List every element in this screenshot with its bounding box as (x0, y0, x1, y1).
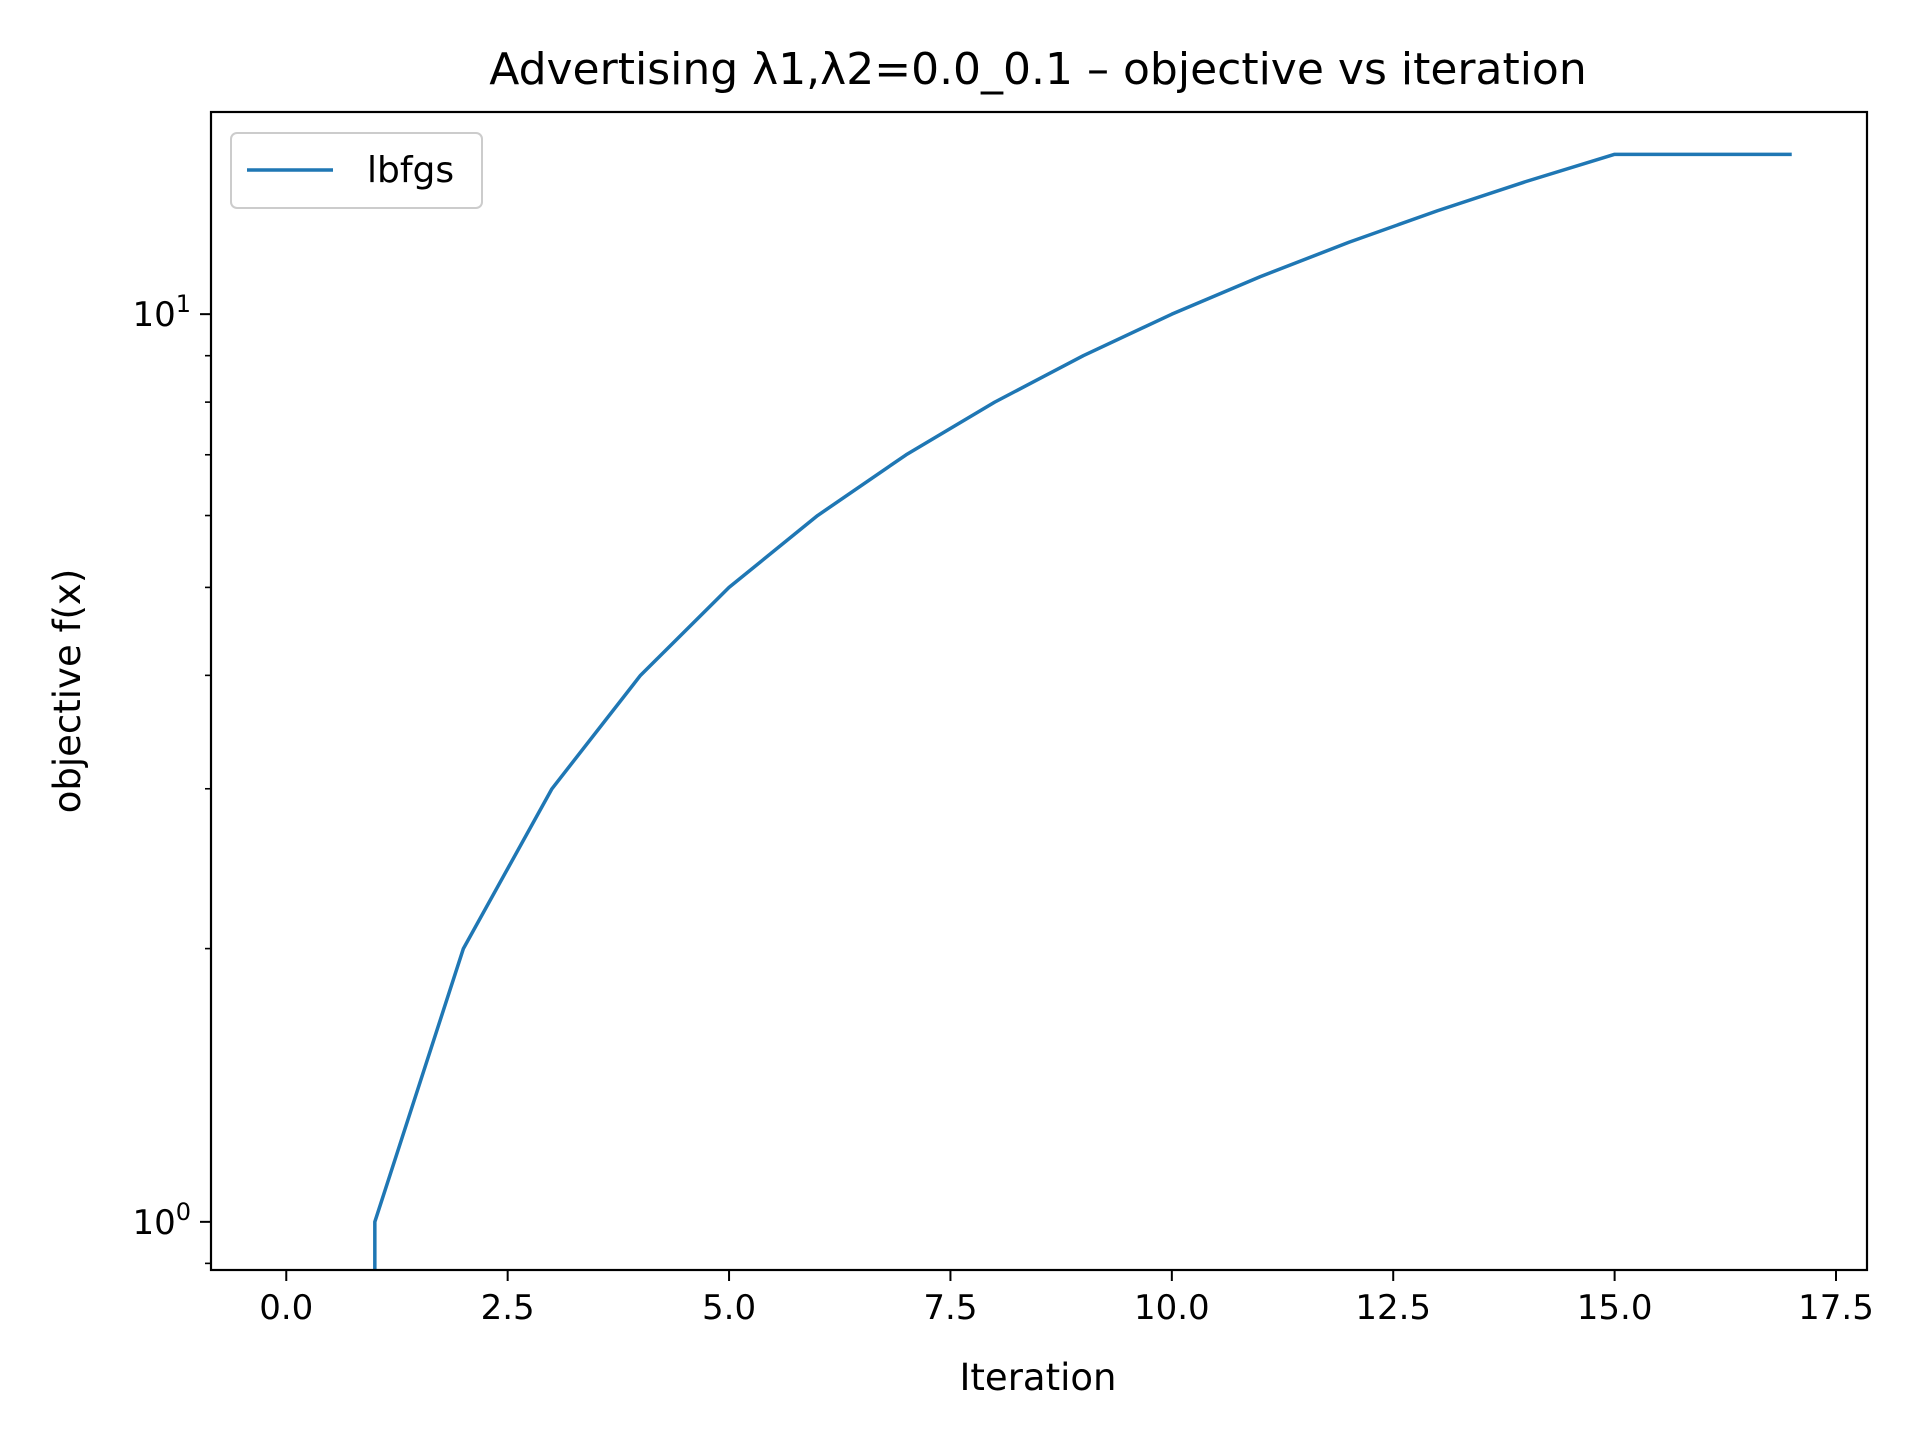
axes-frame (209, 110, 1869, 1272)
y-tick-label: 100 (132, 1198, 191, 1243)
plot-area (373, 152, 1792, 1270)
x-tick-label: 12.5 (1355, 1288, 1431, 1328)
legend: lbfgs (230, 132, 483, 209)
x-tick-label: 17.5 (1798, 1288, 1874, 1328)
x-tick-label: 2.5 (481, 1288, 535, 1328)
x-tick-label: 10.0 (1134, 1288, 1210, 1328)
chart-title: Advertising λ1,λ2=0.0_0.1 – objective vs… (489, 44, 1586, 95)
y-axis: 100 101 (132, 290, 211, 1265)
y-tick-label: 101 (132, 290, 191, 335)
x-tick-label: 15.0 (1577, 1288, 1653, 1328)
x-tick-label: 0.0 (259, 1288, 313, 1328)
x-axis-label: Iteration (960, 1356, 1117, 1399)
legend-box (230, 132, 483, 209)
legend-label-lbfgs: lbfgs (367, 150, 454, 191)
x-axis: 0.0 2.5 5.0 7.5 10.0 12.5 15.0 17.5 (259, 1270, 1874, 1328)
x-tick-label: 7.5 (923, 1288, 977, 1328)
series-line-lbfgs (373, 152, 1792, 1270)
y-axis-label: objective f(x) (46, 569, 89, 814)
x-tick-label: 5.0 (702, 1288, 756, 1328)
